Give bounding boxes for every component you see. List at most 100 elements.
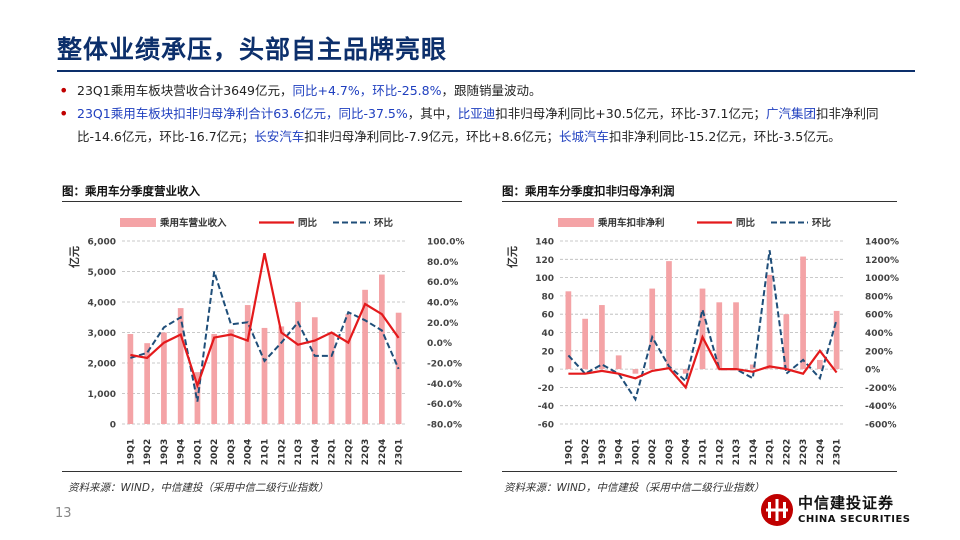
y-tick-label: -20 — [538, 384, 554, 394]
y-axis-label-group: 亿元 — [505, 246, 519, 268]
y2-tick-label: 0.0% — [427, 339, 452, 349]
bar — [833, 310, 840, 370]
chart-caption-profit: 图：乘用车分季度扣非归母净利润 — [502, 184, 675, 198]
y-tick-label: 5,000 — [88, 268, 116, 278]
bar — [749, 364, 756, 370]
revenue-chart: 0 1,000 2,000 3,000 4,000 5,000 6,000 -80.0% -60… — [67, 217, 465, 465]
x-tick-label: 20Q4 — [244, 439, 254, 465]
x-tick-group: 20Q2 — [210, 439, 220, 465]
x-tick-group: 19Q3 — [598, 439, 608, 465]
x-tick-label: 19Q3 — [160, 439, 170, 465]
x-tick-label: 22Q2 — [782, 439, 792, 465]
bar — [177, 308, 184, 424]
bar — [666, 261, 672, 370]
legend-label-yoy: 同比 — [736, 217, 756, 229]
series-line-yoy — [568, 334, 838, 390]
x-tick-group: 21Q4 — [311, 439, 321, 465]
x-tick-label: 21Q4 — [311, 439, 321, 465]
legend-label-yoy: 同比 — [298, 217, 318, 229]
y2-tick-label: 20.0% — [427, 319, 458, 329]
legend-label-qoq: 环比 — [812, 217, 832, 229]
y-tick-label: 60 — [541, 311, 554, 321]
x-tick-label: 21Q1 — [261, 439, 271, 465]
y2-tick-label: 1200% — [865, 256, 899, 266]
y-tick-label: 80 — [541, 292, 554, 302]
bar — [328, 334, 335, 424]
source-note-left: 资料来源：WIND，中信建投（采用中信二级行业指数） — [68, 482, 329, 494]
bar — [295, 302, 301, 424]
title-divider — [57, 70, 915, 72]
y2-tick-label: -200% — [865, 384, 897, 394]
y2-tick-label: 800% — [865, 292, 893, 302]
caption-divider-left — [62, 201, 462, 202]
x-tick-group: 20Q1 — [631, 439, 641, 465]
y2-tick-label: 60.0% — [427, 278, 458, 288]
y-tick-label: 2,000 — [88, 360, 116, 370]
bullet-segment: ，其中， — [407, 106, 458, 121]
bullet-item-1: 23Q1乘用车板块营收合计3649亿元，同比+4.7%，环比-25.8%，跟随销… — [57, 79, 915, 102]
legend-label-bar: 乘用车扣非净利 — [597, 217, 665, 229]
x-tick-group: 22Q2 — [344, 439, 354, 465]
x-tick-group: 21Q1 — [261, 439, 271, 465]
y-tick-label: 0 — [110, 421, 116, 431]
x-tick-label: 21Q3 — [732, 439, 742, 465]
y-tick-label: 120 — [535, 256, 554, 266]
series-line-qoq — [130, 271, 400, 402]
x-tick-group: 23Q1 — [833, 439, 843, 465]
y-tick-label: 4,000 — [88, 299, 116, 309]
bullet-segment: 长城汽车 — [558, 129, 609, 144]
bar — [699, 288, 706, 370]
bar — [582, 318, 588, 370]
x-tick-group: 20Q1 — [193, 439, 203, 465]
bar — [362, 289, 368, 424]
legend-swatch-bar — [120, 218, 156, 227]
bar — [800, 256, 806, 370]
x-tick-group: 22Q2 — [782, 439, 792, 465]
legend-label-bar: 乘用车营业收入 — [159, 217, 227, 229]
bar — [783, 314, 790, 370]
x-tick-group: 19Q1 — [126, 439, 136, 465]
bullet-segment: 23Q1乘用车板块扣非归母净利合计63.6亿元，同比-37.5% — [77, 106, 408, 121]
bar — [211, 334, 218, 424]
x-tick-group: 22Q3 — [799, 439, 809, 465]
x-tick-group: 20Q3 — [665, 439, 675, 465]
x-tick-group: 19Q2 — [581, 439, 591, 465]
y2-tick-label: 1000% — [865, 274, 899, 284]
x-tick-group: 22Q1 — [328, 439, 338, 465]
legend-swatch-bar — [558, 218, 594, 227]
bar — [379, 274, 385, 424]
y2-tick-label: -40.0% — [427, 380, 462, 390]
bar — [649, 288, 656, 370]
x-tick-label: 22Q4 — [378, 439, 388, 465]
x-tick-label: 21Q2 — [277, 439, 287, 465]
bar — [682, 369, 689, 374]
bar — [565, 291, 572, 370]
x-tick-label: 23Q1 — [833, 439, 843, 465]
series-line-qoq — [567, 250, 838, 402]
bullet-segment: 23Q1乘用车板块营收合计3649亿元， — [77, 83, 293, 98]
bar — [311, 317, 318, 424]
y-tick-label: 40 — [541, 329, 554, 339]
y-tick-label: 3,000 — [88, 329, 116, 339]
x-tick-group: 21Q3 — [294, 439, 304, 465]
x-tick-group: 22Q4 — [816, 439, 826, 465]
legend-label-qoq: 环比 — [374, 217, 394, 229]
bullet-segment: 扣非归母净利同比-7.9亿元，环比+8.6亿元； — [304, 129, 559, 144]
y2-tick-label: 40.0% — [427, 299, 458, 309]
bullet-segment: 长安汽车 — [254, 129, 305, 144]
bar — [817, 359, 823, 370]
bullet-segment: 扣非净利同比-14.6亿元，环比-16.7亿元； — [77, 106, 879, 144]
profit-chart: -60 -40 -20 0 20 40 60 80 100 120 140 -600% -400% -20… — [505, 217, 899, 465]
caption-divider-right — [502, 201, 897, 202]
logo-name-cn: 中信建投证券 — [798, 494, 895, 512]
source-divider-right — [502, 471, 897, 472]
x-tick-group: 19Q1 — [564, 439, 574, 465]
x-tick-label: 21Q1 — [699, 439, 709, 465]
x-tick-group: 22Q1 — [766, 439, 776, 465]
y-tick-label: 140 — [535, 238, 554, 248]
x-tick-label: 19Q1 — [126, 439, 136, 465]
x-tick-label: 20Q4 — [682, 439, 692, 465]
bar — [278, 326, 285, 424]
bar — [632, 369, 639, 374]
bar — [161, 332, 167, 424]
